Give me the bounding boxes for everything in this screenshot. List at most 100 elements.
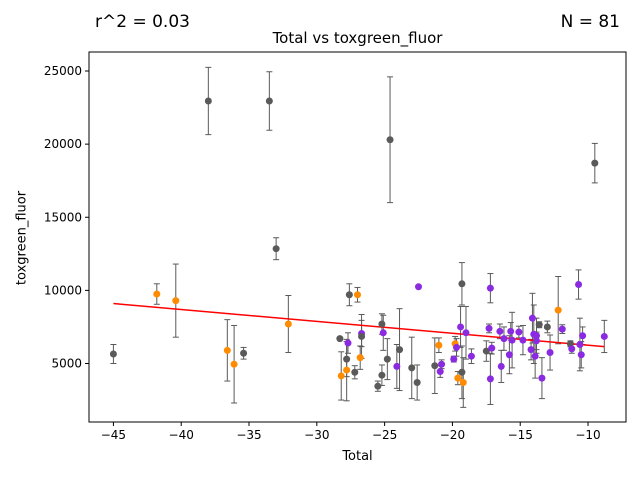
data-point [600, 332, 608, 340]
x-axis-label: Total [342, 449, 373, 464]
data-point [488, 344, 496, 352]
x-tick-label: −35 [236, 428, 261, 442]
data-point [538, 374, 546, 382]
data-point [531, 352, 539, 360]
sample-count-label: N = 81 [560, 12, 620, 32]
data-point [535, 321, 543, 329]
data-point [457, 323, 465, 331]
x-tick-label: −25 [372, 428, 397, 442]
y-tick-label: 20000 [44, 137, 82, 151]
data-point [413, 379, 421, 387]
plot-frame [88, 51, 627, 423]
data-point [374, 382, 382, 390]
regression-line-group [113, 302, 605, 348]
data-point [223, 346, 231, 354]
data-point [568, 345, 576, 353]
data-point [344, 339, 352, 347]
y-axis-label: toxgreen_fluor [14, 190, 30, 286]
data-point [485, 324, 493, 332]
data-point [496, 327, 504, 335]
data-point [533, 337, 540, 345]
data-point [454, 374, 462, 382]
data-point [436, 368, 444, 376]
data-point [356, 354, 364, 362]
data-point [386, 136, 394, 144]
data-point [462, 329, 470, 337]
data-point [507, 327, 515, 335]
data-point [575, 281, 583, 289]
x-tick-label: −10 [575, 428, 600, 442]
data-point [519, 336, 527, 344]
data-point [576, 340, 584, 348]
data-point [543, 323, 551, 331]
x-tick-label: −20 [440, 428, 465, 442]
data-point [459, 379, 467, 387]
data-point [336, 335, 344, 343]
data-point [505, 351, 513, 359]
data-point [508, 336, 516, 344]
data-point [396, 346, 404, 354]
y-axis-ticks: 5000 10000 15000 20000 25000 [44, 64, 89, 371]
chart-title: Total vs toxgreen_fluor [272, 29, 443, 47]
data-point [438, 360, 446, 368]
data-point [240, 349, 248, 357]
y-tick-label: 5000 [51, 357, 82, 371]
data-point [577, 351, 585, 359]
data-point [230, 360, 238, 368]
y-tick-label: 25000 [44, 64, 82, 78]
data-point [467, 352, 475, 360]
data-point [497, 362, 505, 370]
data-point [500, 335, 508, 343]
data-point [204, 97, 212, 105]
data-point [554, 306, 562, 314]
x-axis-ticks: −45 −40 −35 −30 −25 −20 −15 −10 [101, 422, 601, 442]
data-point [272, 245, 280, 253]
data-point [343, 355, 351, 363]
data-point [284, 320, 292, 328]
data-point [458, 280, 466, 288]
data-point [153, 290, 161, 298]
x-tick-label: −45 [101, 428, 126, 442]
data-point [435, 341, 443, 349]
data-point [527, 346, 535, 354]
data-point [579, 332, 587, 340]
x-tick-label: −40 [169, 428, 194, 442]
data-point [408, 364, 416, 372]
data-point [486, 284, 494, 292]
data-point [378, 371, 386, 379]
data-point [528, 314, 536, 322]
y-tick-label: 10000 [44, 283, 82, 297]
data-point [533, 332, 540, 340]
data-point [415, 283, 423, 291]
y-tick-label: 15000 [44, 210, 82, 224]
data-point [265, 97, 273, 105]
data-point [109, 350, 117, 358]
data-point [558, 325, 566, 333]
data-point [172, 297, 180, 305]
data-points [109, 97, 608, 390]
regression-line [113, 302, 605, 348]
data-point [486, 375, 494, 383]
data-point [337, 372, 345, 380]
data-point [515, 328, 523, 336]
data-point [452, 343, 460, 351]
data-point [383, 355, 391, 363]
data-point [482, 347, 490, 355]
data-point [345, 291, 353, 299]
data-point [546, 349, 554, 357]
data-point [378, 320, 386, 328]
x-tick-label: −15 [508, 428, 533, 442]
data-point [351, 368, 359, 376]
data-point [343, 366, 351, 374]
data-point [358, 332, 366, 340]
data-point [458, 368, 466, 376]
r-squared-label: r^2 = 0.03 [95, 12, 190, 32]
data-point [354, 291, 361, 299]
data-point [591, 159, 599, 167]
x-tick-label: −30 [304, 428, 329, 442]
data-point [379, 329, 387, 337]
data-point [431, 362, 439, 370]
data-point [450, 355, 458, 363]
data-point [393, 362, 401, 370]
